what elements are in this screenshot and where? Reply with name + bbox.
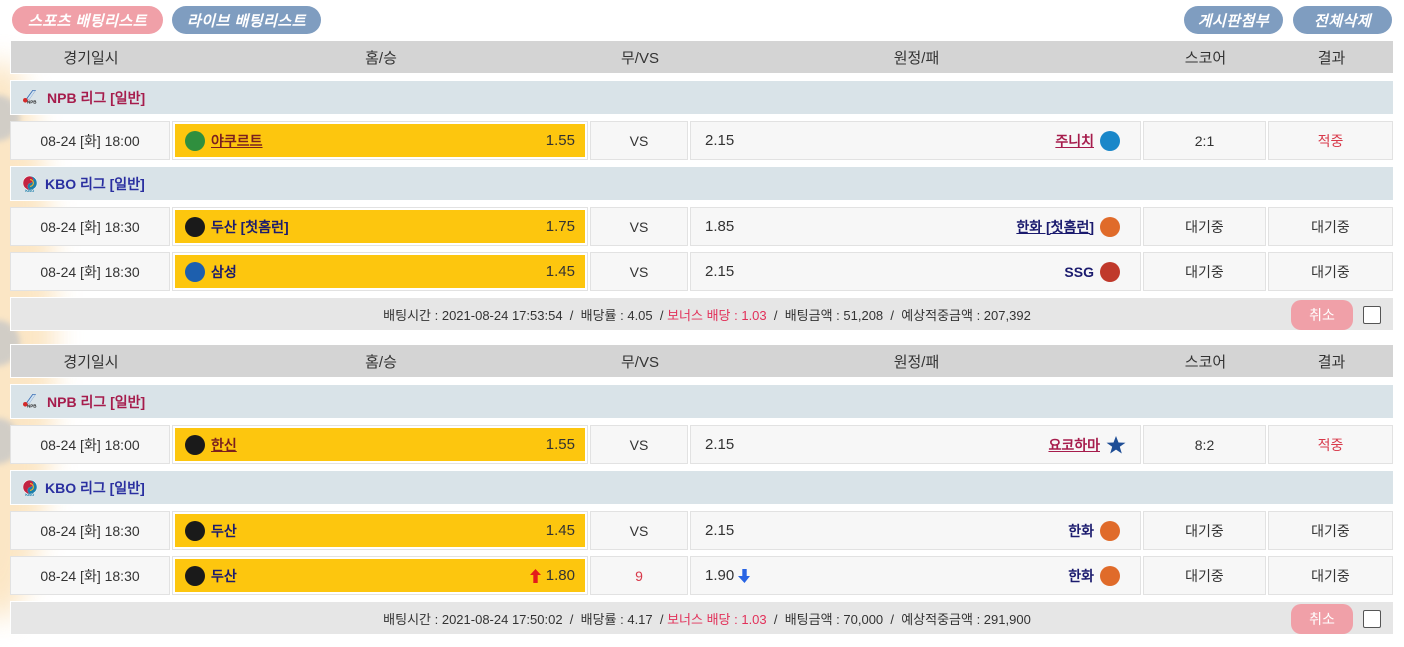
svg-text:KBO: KBO bbox=[25, 187, 34, 192]
svg-text:NPB: NPB bbox=[27, 403, 37, 408]
svg-text:NPB: NPB bbox=[27, 99, 37, 104]
svg-text:KBO: KBO bbox=[25, 491, 34, 496]
